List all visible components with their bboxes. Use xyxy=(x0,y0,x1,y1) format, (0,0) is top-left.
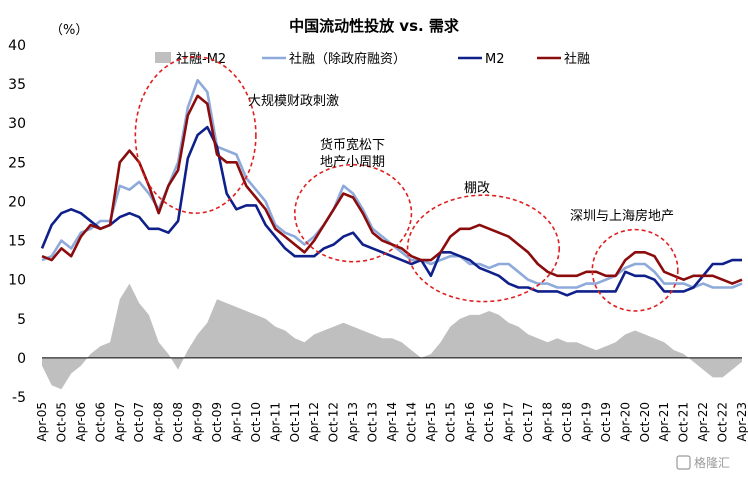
y-tick-label: 25 xyxy=(8,155,26,171)
x-tick-label: Apr-13 xyxy=(346,402,360,442)
x-tick-label: Oct-10 xyxy=(249,402,263,442)
x-tick-label: Oct-11 xyxy=(288,402,302,442)
y-tick-label: 0 xyxy=(17,351,26,367)
x-tick-label: Oct-18 xyxy=(560,402,574,442)
x-tick-label: Apr-07 xyxy=(113,402,127,442)
x-tick-label: Oct-15 xyxy=(443,402,457,442)
x-tick-label: Apr-08 xyxy=(152,402,166,442)
x-tick-label: Apr-10 xyxy=(229,402,243,442)
x-tick-label: Apr-11 xyxy=(268,402,282,442)
x-tick-label: Oct-12 xyxy=(327,402,341,442)
x-tick-label: Oct-08 xyxy=(171,402,185,442)
x-tick-label: Apr-17 xyxy=(502,402,516,442)
x-tick-label: Oct-05 xyxy=(54,402,68,442)
annotation-label: 货币宽松下 xyxy=(320,137,385,153)
x-tick-label: Apr-21 xyxy=(657,402,671,442)
annotation-label-line2: 地产小周期 xyxy=(320,155,385,170)
y-tick-label: 5 xyxy=(17,312,26,328)
x-tick-label: Apr-20 xyxy=(618,402,632,442)
x-tick-label: Oct-20 xyxy=(638,402,652,442)
legend-label: 社融-M2 xyxy=(176,51,226,67)
y-tick-label: 20 xyxy=(8,194,26,210)
x-tick-label: Apr-05 xyxy=(35,402,49,442)
watermark: 格隆汇 xyxy=(676,455,730,470)
x-tick-label: Apr-14 xyxy=(385,402,399,442)
x-tick-label: Apr-12 xyxy=(307,402,321,442)
axis-layer: 40 35 30 25 20 15 10 5 0 -5 Apr-05 Oct-05 Apr-06 Oct-… xyxy=(8,38,748,442)
x-tick-label: Oct-14 xyxy=(404,402,418,442)
chart-title: 中国流动性投放 vs. 需求 xyxy=(289,17,460,35)
annotation-ellipse xyxy=(134,55,257,214)
watermark-logo-icon xyxy=(676,455,691,470)
x-tick-label: Apr-15 xyxy=(424,402,438,442)
line-layer xyxy=(40,78,743,297)
x-tick-label: Oct-07 xyxy=(132,402,146,442)
legend-label: 社融（除政府融资） xyxy=(289,51,406,67)
annotation-ellipse xyxy=(406,194,561,303)
x-tick-label: Oct-22 xyxy=(716,402,730,442)
unit-label: （%） xyxy=(50,23,88,38)
x-tick-label: Apr-09 xyxy=(191,402,205,442)
legend: 社融-M2 社融（除政府融资） M2 社融 xyxy=(155,51,590,67)
legend-label: M2 xyxy=(485,52,505,67)
y-tick-label: 35 xyxy=(8,77,26,93)
series-line xyxy=(41,94,743,285)
y-tick-label: 15 xyxy=(8,234,26,250)
annotation-label: 深圳与上海房地产 xyxy=(570,208,674,224)
x-tick-label: Oct-16 xyxy=(482,402,496,442)
series-line xyxy=(40,125,742,297)
x-tick-label: Oct-09 xyxy=(210,402,224,442)
y-tick-label: 30 xyxy=(8,116,26,132)
legend-label: 社融 xyxy=(564,51,590,67)
watermark-text: 格隆汇 xyxy=(694,455,730,470)
annotation-label: 棚改 xyxy=(464,181,490,196)
x-tick-label: Apr-16 xyxy=(463,402,477,442)
y-tick-label: 40 xyxy=(8,38,26,54)
x-tick-label: Oct-17 xyxy=(521,402,535,442)
x-tick-label: Apr-18 xyxy=(541,402,555,442)
y-tick-label: -5 xyxy=(12,390,26,406)
x-tick-label: Oct-13 xyxy=(366,402,380,442)
x-tick-label: Apr-23 xyxy=(735,402,748,442)
annotation-label: 大规模财政刺激 xyxy=(248,94,339,109)
area-layer xyxy=(42,283,742,390)
legend-swatch-area xyxy=(155,52,171,63)
x-tick-label: Apr-19 xyxy=(579,402,593,442)
annotation-ellipse xyxy=(591,228,679,312)
x-tick-label: Oct-06 xyxy=(93,402,107,442)
series-area-social-financing-minus-m2 xyxy=(42,283,742,390)
x-tick-label: Apr-22 xyxy=(696,402,710,442)
y-tick-label: 10 xyxy=(8,273,26,289)
x-tick-label: Apr-06 xyxy=(74,402,88,442)
x-tick-label: Oct-21 xyxy=(677,402,691,442)
x-tick-label: Oct-19 xyxy=(599,402,613,442)
